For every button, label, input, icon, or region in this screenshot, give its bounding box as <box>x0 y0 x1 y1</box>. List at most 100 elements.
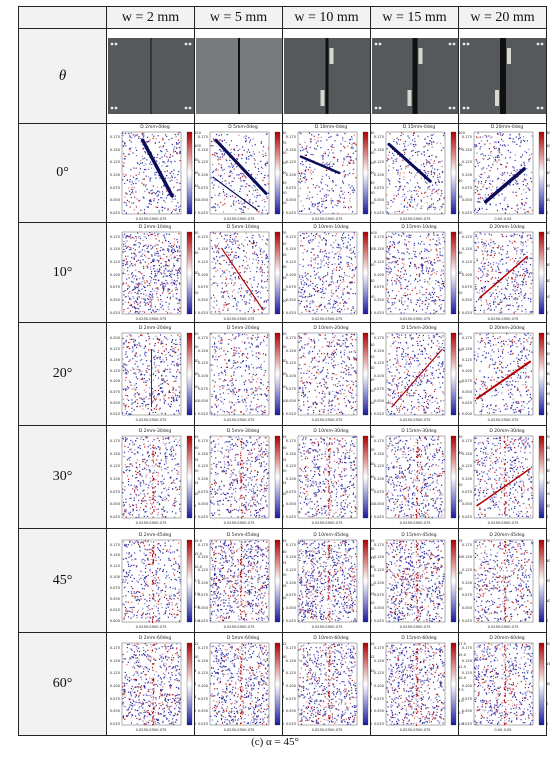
y-tick-label: 0.100 <box>197 477 208 481</box>
colorbar-tick-label: 8 <box>370 682 373 686</box>
colorbar <box>450 131 457 215</box>
x-tick-labels: 0.0250.0500.075 <box>399 624 431 629</box>
y-tick-label: 0.150 <box>285 147 296 152</box>
y-tick-label: 0.000 <box>461 412 472 416</box>
y-tick-label: 0.175 <box>373 135 384 139</box>
y-tick-label: 0.050 <box>373 502 384 507</box>
y-tick-label: 0.150 <box>285 555 296 560</box>
y-tick-labels: 0.175 0.150 0.125 0.100 0.075 0.050 0.025 <box>283 232 297 315</box>
map-cell: D 10mm-10deg 0.175 0.150 0.125 0.100 0.075 0.0… <box>282 222 377 323</box>
crack-trace <box>476 468 531 507</box>
y-tick-label: 0.175 <box>373 439 384 443</box>
colorbar-tick-label: 20 <box>370 389 375 394</box>
y-tick-labels: 0.175 0.150 0.125 0.100 0.075 0.050 0.025 <box>107 643 121 726</box>
displacement-field-plot <box>209 231 281 314</box>
colorbar-tick-label: 10 <box>282 655 287 660</box>
y-tick-label: 0.175 <box>461 542 472 547</box>
colorbar-tick-label: 60 <box>282 332 287 336</box>
y-tick-label: 0.175 <box>285 336 296 340</box>
colorbar-tick-label: 12.5 <box>458 664 467 669</box>
colorbar-tick-label: 70 <box>282 230 287 235</box>
colorbar-tick-label: 20 <box>458 290 463 295</box>
y-tick-label: 0.075 <box>373 696 384 701</box>
y-tick-label: 0.025 <box>197 618 208 623</box>
y-tick-label: 0.100 <box>373 477 384 481</box>
colorbar-tick-label: 60 <box>194 171 199 175</box>
map-title: D 15mm-60deg <box>401 636 437 641</box>
damage-map: D 15mm-30deg 0.175 0.150 0.125 0.100 0.075 0.0… <box>371 428 467 526</box>
colorbar-tick-label: 20 <box>194 469 199 474</box>
y-tick-labels: 0.175 0.150 0.125 0.100 0.075 0.050 0.025 <box>371 643 385 726</box>
colorbar-tick-label: 0 <box>546 412 549 416</box>
x-tick-labels: 0.0250.0500.075 <box>135 217 167 221</box>
y-tick-label: 0.150 <box>285 451 296 456</box>
y-tick-label: 0.125 <box>373 671 384 676</box>
colorbar-tick-label: 60 <box>370 435 375 439</box>
y-tick-label: 0.050 <box>109 198 120 203</box>
map-cell: D 15mm-0deg 0.175 0.150 0.125 0.100 0.075 0.05… <box>370 123 465 223</box>
colorbar-tick-labels: 50 40 30 20 10 0 <box>457 332 467 416</box>
colorbar-tick-label: 20 <box>370 294 375 299</box>
x-tick-labels: 0.0250.0500.075 <box>223 624 255 629</box>
colorbar-tick-label: 0.0 <box>458 722 464 726</box>
map-cell: D 20mm-30deg 0.175 0.150 0.125 0.100 0.075 0.0… <box>458 425 550 529</box>
damage-map: D 15mm-45deg 0.175 0.150 0.125 0.100 0.075 0.0… <box>371 532 467 630</box>
y-tick-label: 0.025 <box>285 618 296 623</box>
map-title: D 10mm-60deg <box>313 636 349 641</box>
y-tick-label: 0.050 <box>109 401 120 406</box>
data-row: 45° D 2mm-45deg 0.175 0.150 0.125 0.100 0.075… <box>18 528 550 633</box>
y-tick-label: 0.100 <box>461 580 472 585</box>
damage-map: D 10mm-20deg 0.175 0.150 0.125 0.100 0.075 0.0… <box>283 325 379 423</box>
y-tick-label: 0.100 <box>109 684 120 688</box>
colorbar-tick-label: 70 <box>370 141 375 145</box>
y-tick-label: 0.150 <box>461 451 472 456</box>
displacement-field-plot <box>473 539 545 622</box>
y-tick-label: 0.075 <box>461 489 472 494</box>
colorbar-tick-label: 0 <box>282 515 285 519</box>
data-row: 10° D 2mm-10deg 0.175 0.150 0.125 0.100 0.075… <box>18 222 550 323</box>
y-tick-label: 0.150 <box>285 247 296 252</box>
map-title: D 20mm-60deg <box>489 636 525 641</box>
colorbar-tick-label: 70 <box>546 435 550 439</box>
colorbar-tick-label: 60 <box>282 151 287 155</box>
displacement-field-plot <box>473 231 545 314</box>
y-tick-label: 0.100 <box>197 173 208 177</box>
y-tick-labels: 0.175 0.150 0.125 0.100 0.075 0.050 0.025 <box>107 232 121 315</box>
y-tick-label: 0.150 <box>197 247 208 252</box>
colorbar-tick-label: 0 <box>282 310 285 315</box>
colorbar-tick-label: 10 <box>194 398 199 403</box>
colorbar-tick-label: 40 <box>370 278 375 283</box>
colorbar-tick-label: 20 <box>458 380 463 384</box>
y-tick-label: 0.025 <box>373 310 384 315</box>
y-tick-label: 0.125 <box>197 160 208 165</box>
y-tick-label: 0.125 <box>373 464 384 469</box>
colorbar-tick-label: 10 <box>370 600 375 605</box>
colorbar-tick-label: 40 <box>370 171 375 175</box>
colorbar-tick-labels: 60 50 40 30 20 10 0 <box>281 332 291 416</box>
map-cell: D 5mm-0deg 0.175 0.150 0.125 0.100 0.075 0.050… <box>194 123 287 223</box>
data-row: 30° D 2mm-30deg 0.175 0.150 0.125 0.100 0.075… <box>18 425 550 529</box>
y-tick-label: 0.050 <box>373 709 384 714</box>
colorbar-tick-label: 80 <box>194 157 199 162</box>
y-tick-label: 0.150 <box>197 555 208 560</box>
colorbar-tick-labels: 12 10 8 6 4 2 0 <box>193 642 203 726</box>
map-title: D 2mm-60deg <box>138 636 172 641</box>
y-tick-label: 0.150 <box>373 451 384 456</box>
damage-map: D 2mm-20deg 0.200 0.175 0.150 0.125 0.100 0.07… <box>107 325 203 423</box>
x-tick-labels: 0.0250.0500.075 <box>311 521 343 525</box>
y-tick-label: 0.050 <box>461 709 472 714</box>
y-tick-label: 0.100 <box>285 580 296 585</box>
y-tick-labels: 0.175 0.150 0.125 0.100 0.075 0.050 0.025 <box>107 436 121 519</box>
y-tick-label: 0.025 <box>109 310 120 315</box>
colorbar-tick-label: 40 <box>282 264 287 269</box>
y-tick-labels: 0.175 0.150 0.125 0.100 0.075 0.050 0.025 <box>371 232 385 315</box>
colorbar <box>186 539 193 622</box>
y-tick-label: 0.050 <box>285 198 296 203</box>
y-tick-label: 0.125 <box>285 259 296 264</box>
map-title: D 20mm-45deg <box>489 532 525 538</box>
corner-cell <box>18 6 107 29</box>
displacement-field-plot <box>385 332 457 416</box>
row-label: 10° <box>18 222 107 323</box>
colorbar-tick-label: 0 <box>282 722 285 726</box>
y-tick-label: 0.200 <box>109 336 120 340</box>
